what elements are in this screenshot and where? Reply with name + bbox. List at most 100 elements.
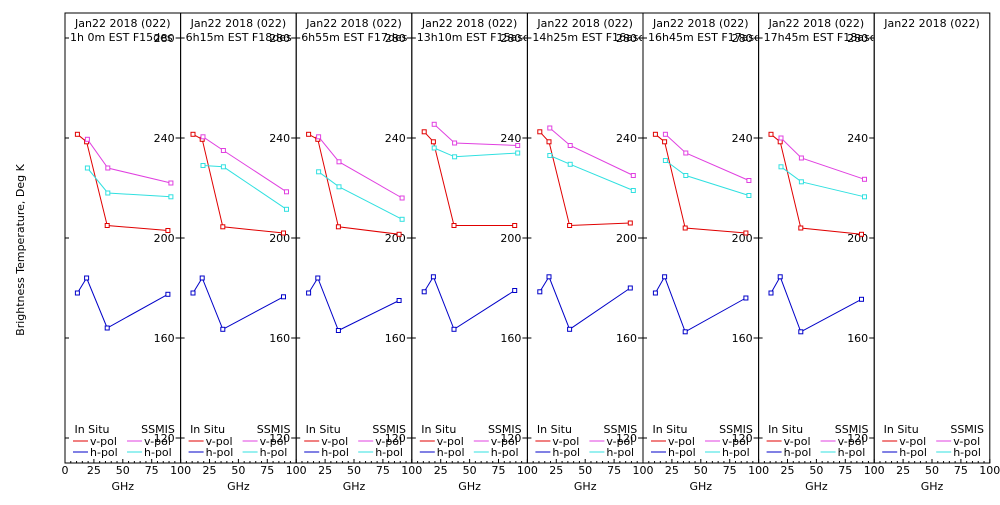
series-line-ssmis-h-pol	[434, 147, 518, 158]
panel-6: Jan22 2018 (022)16h45m EST F17asc 120 160 2…	[642, 12, 769, 493]
data-point	[547, 153, 553, 158]
data-point	[84, 275, 90, 281]
panel-header: Jan22 2018 (022)13h10m EST F15asc	[417, 17, 527, 44]
series-line-insitu-v-pol	[655, 133, 746, 234]
legend-label-insitu: v-pol	[552, 435, 579, 448]
data-point	[220, 326, 226, 332]
y-tick-label: 280	[154, 32, 175, 45]
y-tick-label: 160	[269, 332, 290, 345]
data-point	[84, 165, 90, 171]
legend-label-ssmis: v-pol	[838, 435, 865, 448]
series-line-ssmis-h-pol	[87, 167, 171, 198]
y-tick-label: 160	[385, 332, 406, 345]
panel-header: Jan22 2018 (022)16h45m EST F17asc	[648, 17, 758, 44]
x-tick-label: 0	[62, 464, 69, 477]
panel-title: Jan22 2018 (022)	[883, 17, 980, 30]
data-point	[336, 184, 342, 190]
data-point	[662, 139, 668, 145]
data-point	[743, 295, 749, 301]
data-point	[862, 176, 867, 182]
y-tick-label: 120	[269, 432, 290, 445]
data-point	[662, 131, 668, 137]
data-point	[547, 125, 553, 131]
x-tick-label: 75	[838, 464, 852, 477]
data-point	[567, 326, 573, 332]
data-point	[421, 129, 427, 135]
y-tick-label: 280	[732, 32, 753, 45]
x-axis-label: GHz	[458, 480, 481, 493]
x-tick-label: 50	[347, 464, 361, 477]
panel-title: Jan22 2018 (022)	[305, 17, 402, 30]
data-point	[537, 129, 543, 135]
data-point	[683, 173, 689, 178]
y-tick-label: 240	[385, 132, 406, 145]
data-point	[431, 145, 437, 151]
panel-header: Jan22 2018 (022)	[883, 17, 980, 30]
legend-ssmis-header: SSMIS	[141, 423, 175, 436]
data-point	[105, 165, 111, 171]
data-point	[430, 139, 436, 145]
data-point	[306, 131, 312, 137]
series-line-insitu-v-pol	[77, 133, 168, 231]
legend-ssmis-header: SSMIS	[719, 423, 753, 436]
x-tick-label: 100	[748, 464, 769, 477]
x-tick-label: 25	[434, 464, 448, 477]
legend-label-insitu: v-pol	[668, 435, 695, 448]
y-tick-label: 240	[154, 132, 175, 145]
data-point	[284, 189, 289, 195]
data-point	[451, 326, 457, 332]
y-tick-label: 160	[616, 332, 637, 345]
series-line-insitu-v-pol	[308, 133, 400, 235]
legend-insitu-header: In Situ	[74, 423, 109, 436]
data-point	[104, 325, 110, 331]
panel-8: Jan22 2018 (022) 25 50 75 100 GHz In Situ SSMIS…	[873, 12, 1000, 493]
data-point	[627, 220, 633, 226]
panel-subtitle: 6h55m EST F17des	[301, 31, 407, 44]
panel-header: Jan22 2018 (022)6h55m EST F17des	[301, 17, 407, 44]
legend-ssmis-header: SSMIS	[604, 423, 638, 436]
y-tick-label: 120	[500, 432, 521, 445]
legend-label-ssmis: h-pol	[953, 446, 981, 459]
legend-label-insitu: v-pol	[899, 435, 926, 448]
data-point	[220, 164, 226, 170]
legend-insitu-header: In Situ	[306, 423, 341, 436]
panel-title: Jan22 2018 (022)	[536, 17, 633, 30]
y-tick-label: 120	[385, 432, 406, 445]
data-point	[512, 223, 518, 228]
legend-insitu-header: In Situ	[190, 423, 225, 436]
y-tick-label: 280	[269, 32, 290, 45]
x-axis-label: GHz	[921, 480, 944, 493]
legend-label-ssmis: h-pol	[722, 446, 750, 459]
legend-label-insitu: h-pol	[552, 446, 580, 459]
legend-ssmis-header: SSMIS	[257, 423, 291, 436]
y-tick-label: 160	[500, 332, 521, 345]
data-point	[104, 223, 110, 228]
panel-title: Jan22 2018 (022)	[652, 17, 749, 30]
series-line-insitu-h-pol	[76, 276, 169, 329]
legend-label-ssmis: v-pol	[606, 435, 633, 448]
legend-ssmis-header: SSMIS	[835, 423, 869, 436]
x-tick-label: 50	[463, 464, 477, 477]
data-point	[396, 231, 402, 237]
data-point	[452, 140, 458, 146]
legend-label-ssmis: v-pol	[260, 435, 287, 448]
y-axis-label: Brightness Temperature, Deg K	[14, 163, 27, 335]
y-tick-label: 200	[269, 232, 290, 245]
legend-label-insitu: v-pol	[206, 435, 233, 448]
panel-subtitle: 17h45m EST F18asc	[764, 31, 876, 44]
x-tick-label: 25	[87, 464, 101, 477]
data-point	[746, 193, 752, 198]
series-line-ssmis-v-pol	[86, 139, 172, 184]
x-tick-label: 25	[665, 464, 679, 477]
series-line-insitu-h-pol	[539, 275, 631, 331]
data-point	[682, 329, 688, 335]
x-tick-label: 75	[723, 464, 737, 477]
x-tick-label: 100	[517, 464, 538, 477]
y-tick-label: 160	[847, 332, 868, 345]
data-point	[284, 206, 289, 212]
legend-label-ssmis: h-pol	[260, 446, 288, 459]
panel-4: Jan22 2018 (022)13h10m EST F15asc 120 160 2…	[411, 12, 538, 493]
series-line-insitu-v-pol	[539, 131, 631, 227]
y-tick-label: 120	[154, 432, 175, 445]
